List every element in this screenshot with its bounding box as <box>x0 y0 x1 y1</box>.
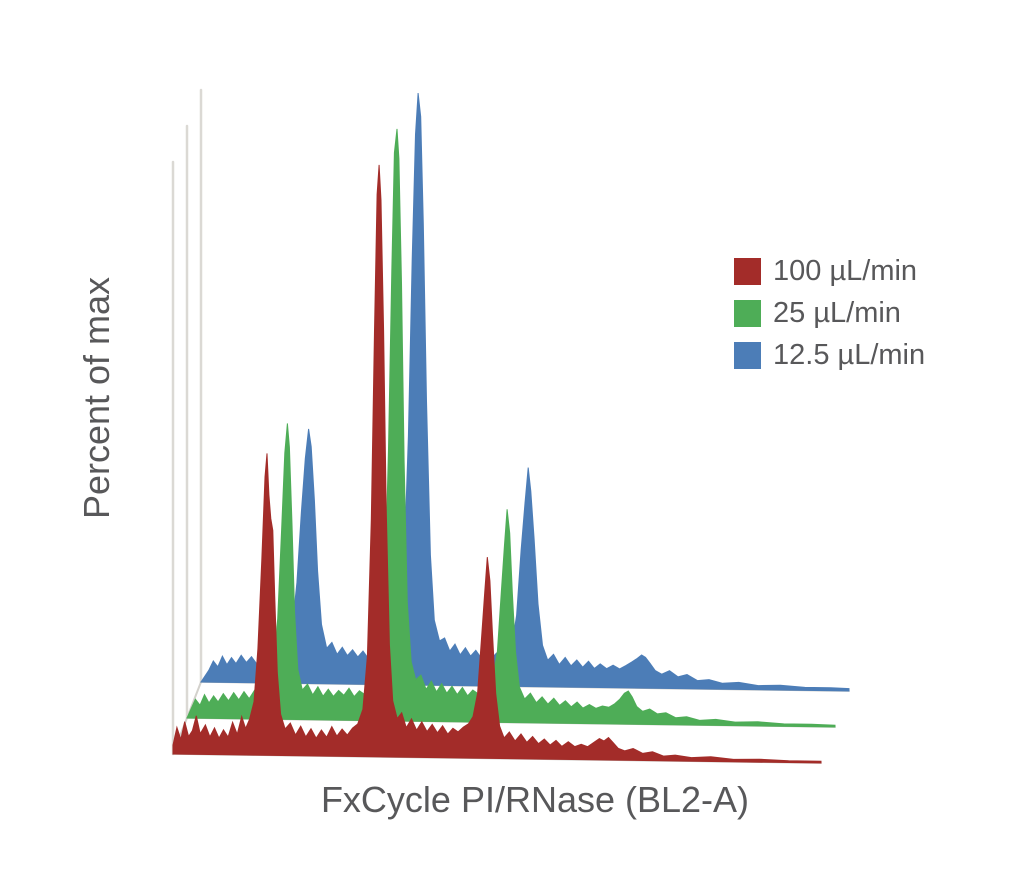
legend: 100 µL/min 25 µL/min 12.5 µL/min <box>734 255 926 384</box>
legend-label-100ul: 100 µL/min <box>773 255 918 287</box>
series-red-histogram <box>172 164 822 764</box>
y-axis-label: Percent of max <box>76 276 117 520</box>
legend-label-25ul: 25 µL/min <box>773 297 901 329</box>
series-green-histogram <box>186 128 836 728</box>
series-blue-histogram <box>200 92 850 692</box>
legend-item-25ul: 25 µL/min <box>734 297 925 329</box>
legend-item-100ul: 100 µL/min <box>734 255 925 287</box>
legend-item-12-5ul: 12.5 µL/min <box>734 339 926 371</box>
legend-swatch-green <box>734 300 761 327</box>
legend-swatch-red <box>734 258 761 285</box>
x-axis-label: FxCycle PI/RNase (BL2-A) <box>320 779 750 820</box>
legend-label-12-5ul: 12.5 µL/min <box>773 339 926 371</box>
legend-swatch-blue <box>734 342 761 369</box>
